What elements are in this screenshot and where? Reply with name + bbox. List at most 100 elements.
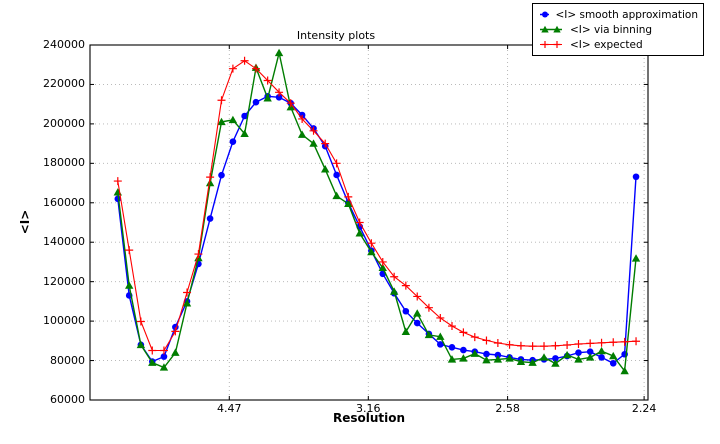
- data-point-triangle: [631, 254, 641, 262]
- data-point-triangle: [447, 355, 457, 363]
- data-point-plus: [171, 327, 180, 336]
- y-tick-label: 60000: [50, 393, 85, 406]
- data-point-triangle: [344, 199, 353, 207]
- x-axis-label: Resolution: [332, 411, 406, 425]
- data-point-triangle: [470, 349, 479, 357]
- data-point-plus: [159, 346, 168, 355]
- data-point-plus: [493, 339, 502, 348]
- data-point-plus: [240, 56, 249, 65]
- data-point-plus: [540, 342, 549, 351]
- data-point-triangle: [263, 94, 272, 102]
- data-point-triangle: [171, 348, 180, 356]
- data-point-circle: [575, 349, 582, 356]
- data-point-plus: [217, 96, 226, 105]
- data-point-plus: [263, 76, 272, 85]
- y-tick-label: 180000: [43, 156, 85, 170]
- data-point-circle: [241, 112, 248, 120]
- data-point-circle: [460, 346, 467, 354]
- data-point-triangle: [297, 130, 307, 138]
- series-line-1: [117, 52, 637, 373]
- data-point-circle: [229, 138, 237, 145]
- data-point-triangle: [205, 178, 215, 187]
- data-point-plus: [367, 239, 376, 248]
- data-point-triangle: [597, 346, 606, 355]
- data-point-plus: [251, 64, 260, 73]
- data-point-triangle: [539, 353, 549, 361]
- data-point-plus: [286, 99, 295, 108]
- data-point-plus: [390, 272, 399, 281]
- data-point-triangle: [321, 165, 330, 173]
- data-point-plus: [194, 250, 203, 259]
- data-point-triangle: [459, 354, 468, 362]
- data-point-circle: [552, 355, 559, 362]
- series-line-2: [117, 60, 637, 352]
- data-point-triangle: [148, 358, 157, 366]
- y-tick-label: 120000: [43, 274, 85, 288]
- data-point-plus: [632, 337, 641, 346]
- data-point-plus: [183, 288, 192, 297]
- data-point-triangle: [309, 139, 318, 147]
- y-tick-label: 200000: [43, 116, 85, 130]
- y-tick-label: 140000: [43, 235, 85, 249]
- data-point-triangle: [367, 247, 376, 256]
- data-point-triangle: [274, 48, 284, 57]
- x-tick-label: 2.24: [631, 402, 657, 415]
- data-point-plus: [228, 64, 237, 73]
- x-tick-label: 3.16: [356, 402, 381, 415]
- data-point-plus: [609, 338, 618, 347]
- legend-item: <I> via binning: [538, 22, 698, 37]
- data-point-triangle: [528, 358, 537, 366]
- data-point-triangle: [182, 299, 192, 307]
- data-point-plus: [597, 338, 606, 347]
- data-point-circle: [437, 341, 444, 348]
- data-point-circle: [160, 353, 168, 360]
- data-point-triangle: [493, 355, 503, 363]
- data-point-triangle: [505, 354, 514, 362]
- data-point-plus: [459, 328, 468, 337]
- y-tick-label: 100000: [43, 314, 85, 328]
- data-point-plus: [332, 159, 341, 168]
- data-point-circle: [218, 171, 225, 179]
- data-point-triangle: [413, 309, 422, 317]
- data-point-plus: [148, 346, 157, 355]
- legend-marker-sample-circle: [540, 11, 550, 18]
- data-point-circle: [333, 171, 340, 179]
- legend-item-label: <I> expected: [570, 38, 643, 51]
- data-point-triangle: [401, 327, 411, 335]
- data-point-plus: [447, 322, 456, 331]
- data-point-triangle: [516, 357, 526, 365]
- data-point-triangle: [424, 330, 434, 339]
- data-point-triangle: [136, 340, 146, 349]
- legend-item-label: <I> via binning: [570, 23, 653, 36]
- data-point-triangle: [125, 281, 134, 289]
- data-point-circle: [598, 354, 605, 361]
- y-tick-label: 160000: [43, 195, 85, 209]
- data-point-circle: [252, 98, 260, 106]
- data-point-triangle: [240, 129, 249, 137]
- data-point-triangle: [585, 353, 595, 361]
- data-point-triangle: [217, 117, 226, 126]
- data-point-circle: [413, 319, 421, 327]
- data-point-plus: [206, 173, 215, 182]
- legend-item: <I> smooth approximation: [538, 7, 698, 22]
- x-tick-label: 4.47: [217, 402, 242, 415]
- data-point-triangle: [113, 188, 123, 196]
- data-point-triangle: [562, 350, 572, 359]
- series-line-0: [117, 95, 637, 365]
- data-point-circle: [483, 350, 490, 358]
- data-point-triangle: [436, 332, 445, 340]
- data-point-circle: [632, 173, 640, 181]
- legend: <I> smooth approximation <I> via binning <…: [532, 3, 704, 56]
- data-point-plus: [298, 114, 307, 123]
- data-point-plus: [401, 281, 410, 290]
- data-point-circle: [586, 348, 594, 355]
- legend-item: <I> expected: [538, 37, 698, 52]
- data-point-plus: [136, 317, 145, 326]
- data-point-plus: [436, 313, 445, 322]
- data-point-plus: [355, 218, 364, 227]
- data-point-plus: [413, 292, 422, 301]
- data-point-triangle: [551, 359, 560, 367]
- x-tick-label: 2.58: [495, 402, 520, 415]
- legend-item-label: <I> smooth approximation: [555, 8, 698, 21]
